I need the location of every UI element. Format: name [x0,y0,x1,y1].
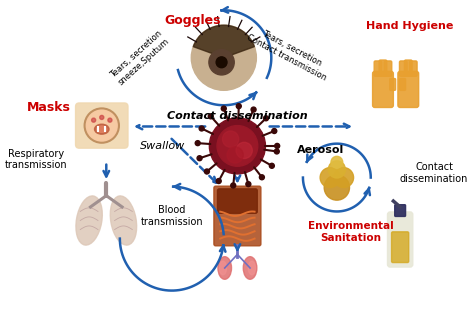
FancyBboxPatch shape [374,61,382,76]
Wedge shape [193,25,255,58]
Circle shape [246,182,251,187]
Ellipse shape [243,257,257,279]
Text: Swallow: Swallow [140,141,185,151]
FancyBboxPatch shape [75,103,128,148]
Circle shape [100,116,104,119]
Ellipse shape [94,124,109,134]
Circle shape [216,57,227,68]
Circle shape [191,25,256,90]
Ellipse shape [110,196,137,245]
FancyBboxPatch shape [404,60,412,76]
FancyBboxPatch shape [390,78,396,90]
Text: Contact
dissemination: Contact dissemination [400,162,468,184]
FancyBboxPatch shape [218,189,257,213]
Circle shape [222,131,239,147]
Text: Tears, secretion
sneeze,Sputum: Tears, secretion sneeze,Sputum [109,29,171,87]
Circle shape [274,149,279,154]
Circle shape [231,183,236,188]
Circle shape [209,50,234,75]
Text: Masks: Masks [27,101,70,114]
Circle shape [328,161,346,178]
Circle shape [259,175,264,180]
FancyBboxPatch shape [387,212,413,267]
Ellipse shape [76,196,102,245]
Circle shape [331,156,343,168]
Circle shape [108,118,112,122]
Text: Respiratory
transmission: Respiratory transmission [5,149,67,170]
FancyBboxPatch shape [373,71,393,107]
Circle shape [197,156,202,161]
Text: Hand Hygiene: Hand Hygiene [365,21,453,31]
FancyBboxPatch shape [379,60,387,76]
Ellipse shape [218,257,231,279]
Circle shape [324,175,349,200]
Circle shape [221,106,226,111]
Circle shape [264,116,268,121]
Circle shape [227,147,243,163]
Circle shape [320,168,340,187]
Circle shape [216,179,221,183]
Ellipse shape [248,261,255,275]
Ellipse shape [97,126,107,133]
FancyBboxPatch shape [400,61,407,76]
Circle shape [210,118,265,174]
Circle shape [208,114,213,119]
FancyBboxPatch shape [384,61,392,76]
Circle shape [275,143,280,149]
FancyBboxPatch shape [410,61,417,76]
Circle shape [199,126,204,131]
Text: Goggles: Goggles [164,14,220,27]
FancyBboxPatch shape [392,232,409,263]
Text: Aerosol: Aerosol [297,145,345,155]
Text: Environmental
Sanitation: Environmental Sanitation [308,221,393,243]
Text: Blood
transmission: Blood transmission [140,205,203,227]
Circle shape [237,104,241,109]
Circle shape [236,142,252,159]
Circle shape [251,107,256,112]
FancyBboxPatch shape [214,186,261,246]
Circle shape [91,118,96,122]
FancyBboxPatch shape [395,205,406,216]
Circle shape [204,169,210,174]
Ellipse shape [219,261,227,275]
FancyBboxPatch shape [400,78,406,90]
Text: Contact dissemination: Contact dissemination [167,111,308,121]
Circle shape [195,141,200,146]
Circle shape [334,168,354,187]
Text: Tears, secretion
Contact transmission: Tears, secretion Contact transmission [246,24,333,83]
Circle shape [272,128,277,133]
Circle shape [86,110,118,141]
FancyBboxPatch shape [398,71,419,107]
Circle shape [269,163,274,168]
Circle shape [217,126,258,166]
